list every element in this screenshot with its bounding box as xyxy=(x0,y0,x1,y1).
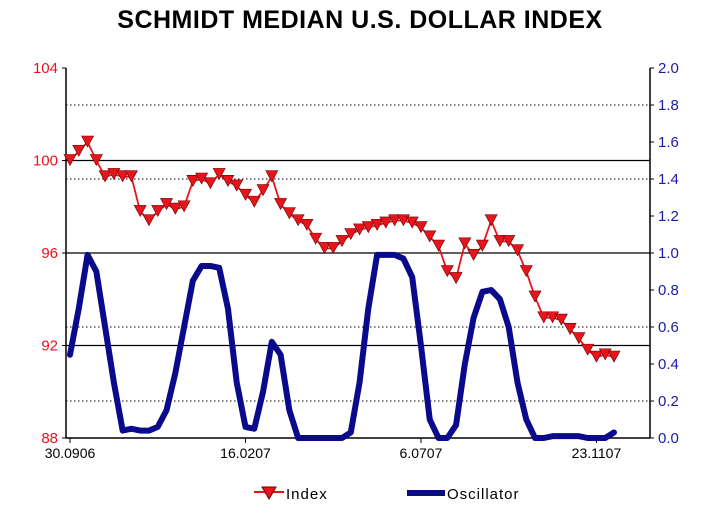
index-point xyxy=(379,216,393,229)
legend-label-index: Index xyxy=(286,485,328,503)
index-point xyxy=(317,242,331,255)
grid-lines xyxy=(66,104,650,402)
index-point xyxy=(89,154,103,167)
index-point xyxy=(326,242,340,255)
index-point xyxy=(124,170,138,183)
right-tick-label: 0.4 xyxy=(658,356,679,373)
index-point xyxy=(528,290,542,303)
index-point xyxy=(432,239,446,252)
chart-title: SCHMIDT MEDIAN U.S. DOLLAR INDEX xyxy=(117,6,603,34)
index-point xyxy=(519,265,533,278)
index-point xyxy=(607,350,621,363)
index-point xyxy=(81,135,95,148)
legend: Index Oscillator xyxy=(0,484,720,508)
index-point xyxy=(581,343,595,356)
right-tick-label: 2.0 xyxy=(658,60,679,77)
left-tick-label: 88 xyxy=(41,430,58,447)
index-point xyxy=(274,198,288,211)
index-point xyxy=(554,313,568,326)
index-point xyxy=(72,144,86,157)
index-point xyxy=(361,221,375,234)
index-point xyxy=(256,184,270,197)
index-point xyxy=(449,272,463,285)
index-point xyxy=(493,235,507,248)
index-series-line xyxy=(69,140,615,359)
left-tick-label: 92 xyxy=(41,338,58,355)
index-point xyxy=(440,265,454,278)
legend-item-oscillator: Oscillator xyxy=(405,484,520,504)
index-point xyxy=(335,235,349,248)
index-point xyxy=(414,221,428,234)
index-point xyxy=(116,170,130,183)
index-point xyxy=(212,168,226,181)
index-point xyxy=(203,177,217,190)
index-point xyxy=(142,214,156,227)
left-tick-label: 104 xyxy=(33,60,58,77)
index-point xyxy=(423,230,437,243)
index-point xyxy=(133,205,147,218)
index-point xyxy=(265,170,279,183)
index-point xyxy=(186,175,200,187)
x-tick-label: 6.0707 xyxy=(400,445,443,461)
tick-labels: 88 92 96 100 104 0.0 0.2 0.4 0.6 0.8 1.0 1.2 1.4 1.6 1… xyxy=(33,60,679,461)
index-point xyxy=(484,214,498,227)
legend-index-swatch xyxy=(254,486,284,500)
legend-item-index: Index xyxy=(252,484,328,504)
right-tick-label: 1.6 xyxy=(658,134,679,151)
index-point xyxy=(168,202,182,215)
index-point xyxy=(309,232,323,245)
left-tick-label: 96 xyxy=(41,245,58,262)
index-point xyxy=(177,200,191,213)
index-point xyxy=(353,223,367,236)
index-point xyxy=(63,154,77,167)
right-tick-label: 0.2 xyxy=(658,393,679,410)
right-tick-label: 1.4 xyxy=(658,171,679,188)
right-tick-label: 1.2 xyxy=(658,208,679,225)
index-point xyxy=(370,218,384,231)
x-tick-label: 30.0906 xyxy=(45,445,96,461)
index-point xyxy=(572,332,586,345)
index-point xyxy=(458,237,472,250)
right-tick-label: 0.0 xyxy=(658,430,679,447)
index-point xyxy=(300,218,314,231)
left-tick-label: 100 xyxy=(33,153,58,170)
data-series xyxy=(63,135,621,441)
index-point xyxy=(388,214,402,227)
index-point xyxy=(151,205,165,218)
right-tick-label: 1.8 xyxy=(658,97,679,114)
right-tick-label: 0.6 xyxy=(658,319,679,336)
right-tick-label: 1.0 xyxy=(658,245,679,262)
index-point xyxy=(344,228,358,241)
legend-label-oscillator: Oscillator xyxy=(447,485,520,503)
index-point xyxy=(238,188,252,201)
index-point xyxy=(467,249,481,261)
index-point xyxy=(502,235,516,248)
index-point xyxy=(247,195,261,208)
legend-oscillator-swatch xyxy=(407,490,445,496)
index-point xyxy=(98,170,112,183)
x-tick-label: 23.1107 xyxy=(572,445,622,461)
index-point xyxy=(510,244,524,257)
index-point xyxy=(282,207,296,220)
index-point xyxy=(230,179,244,192)
oscillator-series-line xyxy=(67,251,617,441)
index-point xyxy=(563,323,577,335)
right-tick-label: 0.8 xyxy=(658,282,679,299)
index-point xyxy=(537,311,551,324)
index-point xyxy=(475,239,489,252)
index-point xyxy=(589,350,603,363)
x-tick-label: 16.0207 xyxy=(220,445,271,461)
